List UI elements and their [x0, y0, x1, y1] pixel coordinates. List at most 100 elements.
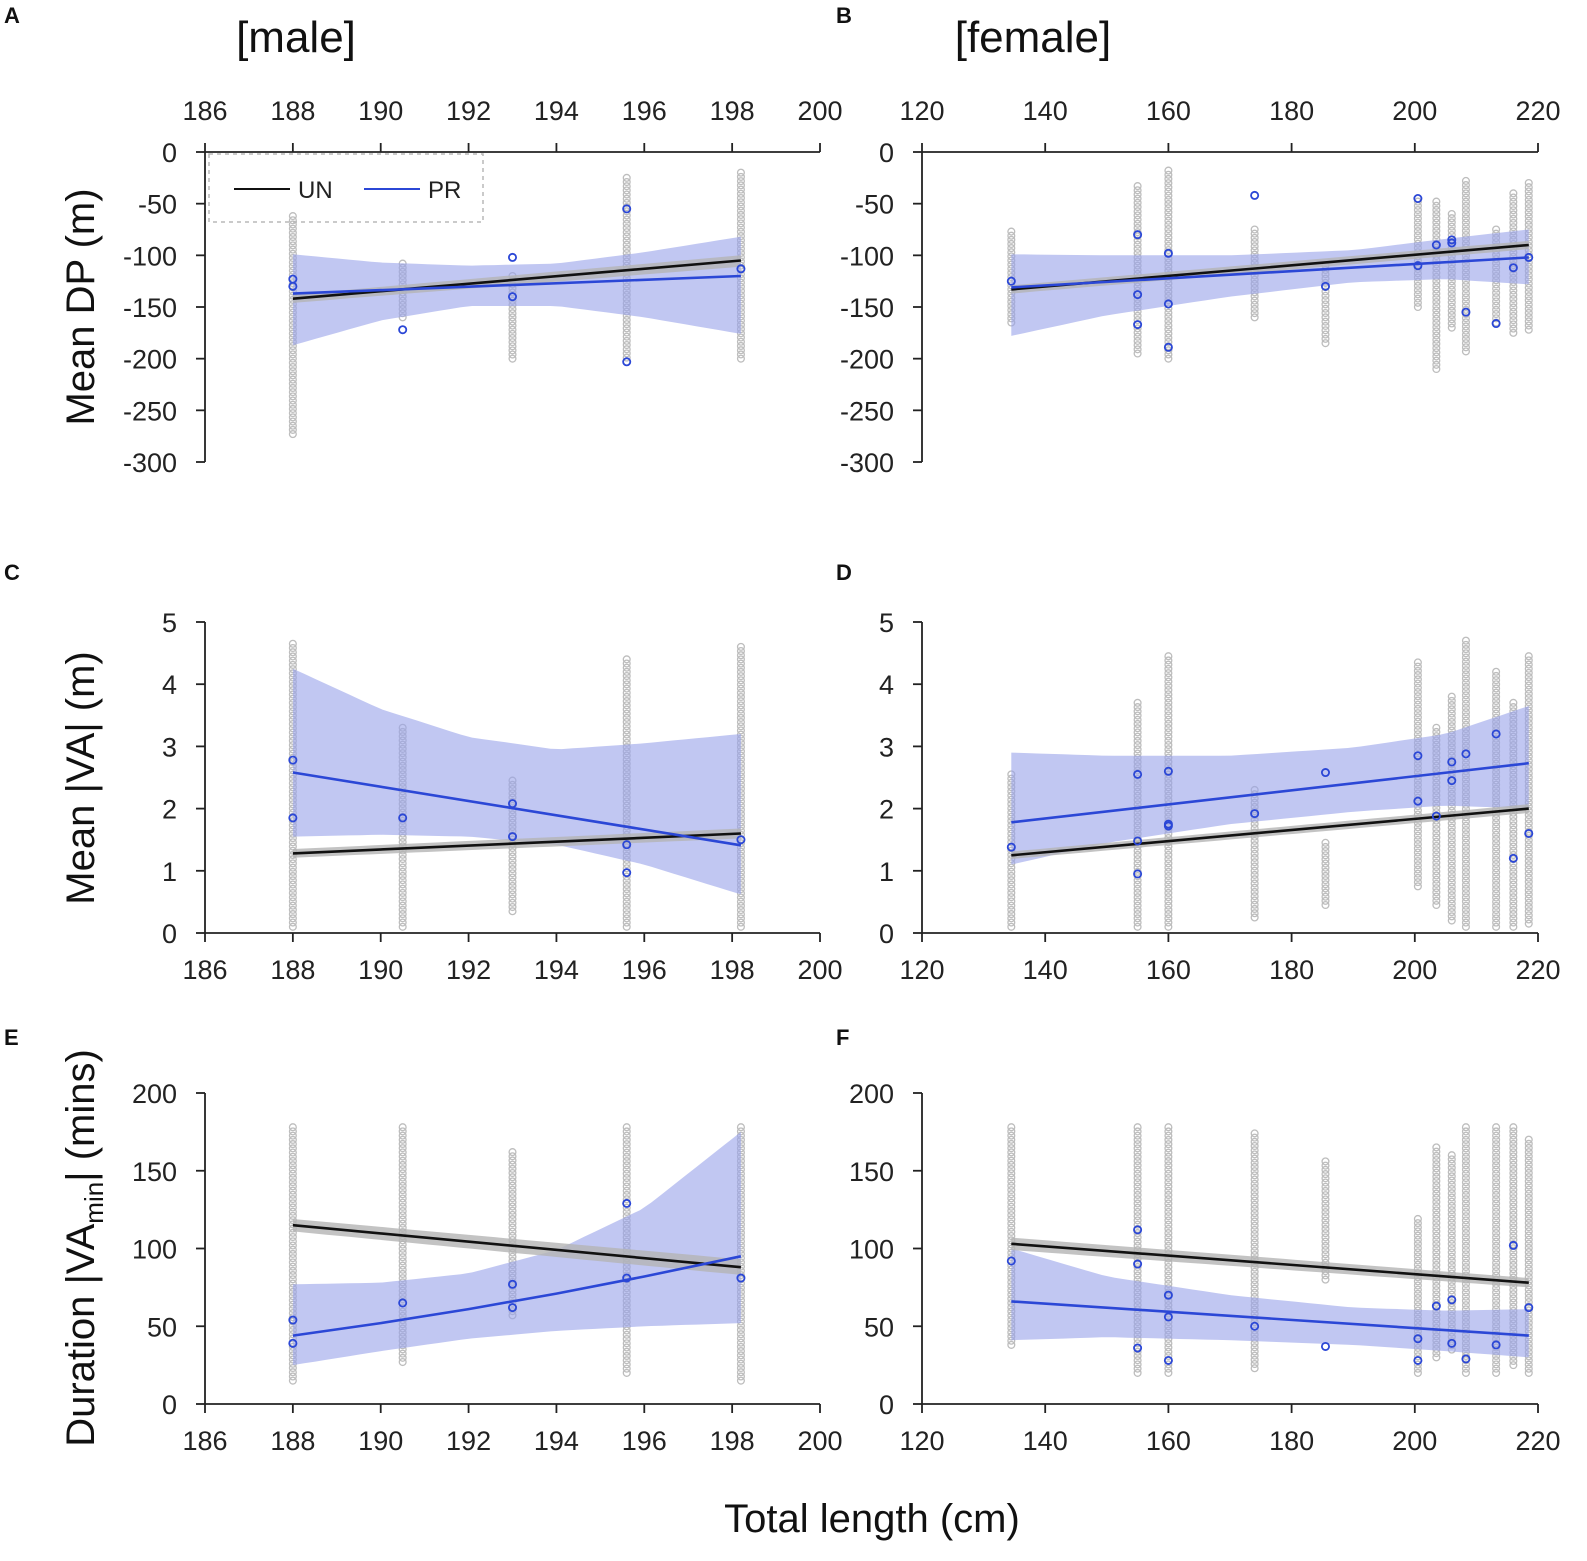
gray-point: [1133, 1144, 1142, 1153]
gray-point: [1492, 1246, 1501, 1255]
gray-point: [622, 726, 631, 735]
gray-point: [1461, 1301, 1470, 1310]
gray-point: [288, 346, 297, 355]
gray-point: [1133, 918, 1142, 927]
gray-point: [1524, 1252, 1533, 1261]
gray-point: [1447, 861, 1456, 870]
gray-point: [1432, 1189, 1441, 1198]
gray-point: [398, 897, 407, 906]
gray-point: [1524, 1218, 1533, 1228]
gray-point: [1447, 1168, 1456, 1177]
gray-point: [398, 1177, 407, 1186]
gray-point: [398, 1160, 407, 1169]
gray-point: [1492, 1220, 1501, 1229]
gray-point: [1492, 1144, 1501, 1153]
gray-point: [1461, 1178, 1470, 1187]
gray-point: [288, 245, 297, 254]
gray-point: [1492, 701, 1501, 710]
x-tick-label: 140: [1023, 1426, 1068, 1456]
gray-point: [1509, 888, 1518, 898]
gray-point: [1250, 1162, 1259, 1172]
gray-point: [1133, 1212, 1142, 1221]
gray-point: [1492, 293, 1501, 302]
gray-point: [1432, 197, 1441, 206]
gray-point: [1133, 186, 1142, 195]
gray-point: [622, 701, 631, 710]
gray-point: [398, 918, 407, 927]
gray-point: [1492, 1292, 1501, 1301]
gray-point: [1461, 922, 1470, 931]
gray-point: [1492, 885, 1501, 894]
pr-point: [1006, 276, 1016, 286]
y-tick-label: -100: [840, 241, 894, 271]
gray-point: [1492, 1127, 1501, 1136]
gray-point: [1321, 326, 1330, 335]
gray-point: [1164, 1152, 1173, 1161]
gray-point: [1164, 732, 1173, 741]
gray-point: [288, 1131, 297, 1140]
gray-point: [1321, 291, 1330, 300]
gray-point: [1250, 1234, 1259, 1243]
gray-point: [736, 701, 745, 710]
gray-point: [1524, 673, 1533, 682]
x-tick-label: 188: [270, 96, 315, 126]
gray-point: [1524, 1156, 1533, 1165]
gray-point: [1133, 207, 1142, 216]
gray-point: [1133, 345, 1142, 354]
gray-point: [1492, 1135, 1501, 1144]
x-tick-label: 188: [270, 955, 315, 985]
x-tick-label: 200: [1392, 955, 1437, 985]
gray-point: [1250, 237, 1259, 247]
gray-point: [1133, 1178, 1142, 1187]
gray-point: [1164, 199, 1173, 209]
gray-point: [1321, 1165, 1330, 1174]
gray-point: [398, 1253, 407, 1262]
gray-point: [1492, 901, 1501, 910]
gray-point: [1524, 1202, 1533, 1211]
gray-point: [1524, 287, 1533, 297]
gray-point: [1447, 281, 1456, 290]
gray-point: [1492, 1140, 1501, 1149]
gray-point: [1432, 1235, 1441, 1244]
gray-point: [1133, 1351, 1142, 1361]
ylabel-duration-end: | (mins): [59, 1049, 103, 1182]
gray-point: [1461, 280, 1470, 289]
pr-point: [622, 204, 632, 214]
gray-point: [508, 1185, 517, 1194]
gray-point: [1461, 901, 1470, 910]
gray-point: [508, 860, 517, 869]
y-tick-label: 0: [879, 919, 894, 949]
gray-point: [1133, 1203, 1142, 1212]
gray-point: [1524, 848, 1533, 857]
gray-point: [1447, 1227, 1456, 1236]
gray-point: [1447, 1235, 1456, 1244]
gray-point: [508, 1202, 517, 1211]
gray-point: [1413, 709, 1422, 718]
gray-point: [288, 1372, 297, 1381]
gray-point: [1250, 1154, 1259, 1163]
gray-point: [1250, 304, 1259, 314]
gray-point: [1432, 231, 1441, 240]
gray-point: [1461, 1207, 1470, 1216]
gray-point: [1164, 1275, 1173, 1284]
gray-point: [1524, 898, 1533, 907]
gray-point: [1492, 914, 1501, 923]
gray-point: [1461, 347, 1470, 356]
gray-point: [1447, 226, 1456, 235]
gray-point: [736, 893, 745, 902]
gray-point: [1509, 1231, 1518, 1240]
gray-point: [1447, 1222, 1456, 1232]
gray-point: [1447, 298, 1456, 307]
gray-point: [1164, 677, 1173, 686]
x-tick-label: 186: [182, 1426, 227, 1456]
gray-point: [288, 1182, 297, 1191]
gray-point: [622, 219, 631, 228]
gray-point: [1007, 231, 1016, 240]
gray-point: [1461, 1135, 1470, 1144]
gray-point: [736, 172, 745, 181]
gray-point: [1432, 1210, 1441, 1219]
gray-point: [1432, 1223, 1441, 1232]
gray-point: [1164, 1207, 1173, 1216]
gray-point: [1432, 210, 1441, 219]
